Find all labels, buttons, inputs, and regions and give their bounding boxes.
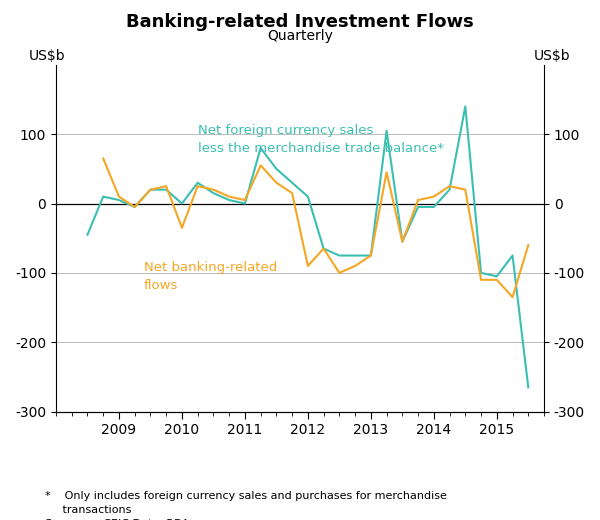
Text: *    Only includes foreign currency sales and purchases for merchandise
     tra: * Only includes foreign currency sales a… <box>45 491 447 520</box>
Text: US$b: US$b <box>534 49 571 63</box>
Text: Quarterly: Quarterly <box>267 29 333 43</box>
Text: US$b: US$b <box>29 49 66 63</box>
Text: Banking-related Investment Flows: Banking-related Investment Flows <box>126 13 474 31</box>
Text: Net foreign currency sales
less the merchandise trade balance*: Net foreign currency sales less the merc… <box>197 124 443 155</box>
Text: Net banking-related
flows: Net banking-related flows <box>144 261 277 292</box>
